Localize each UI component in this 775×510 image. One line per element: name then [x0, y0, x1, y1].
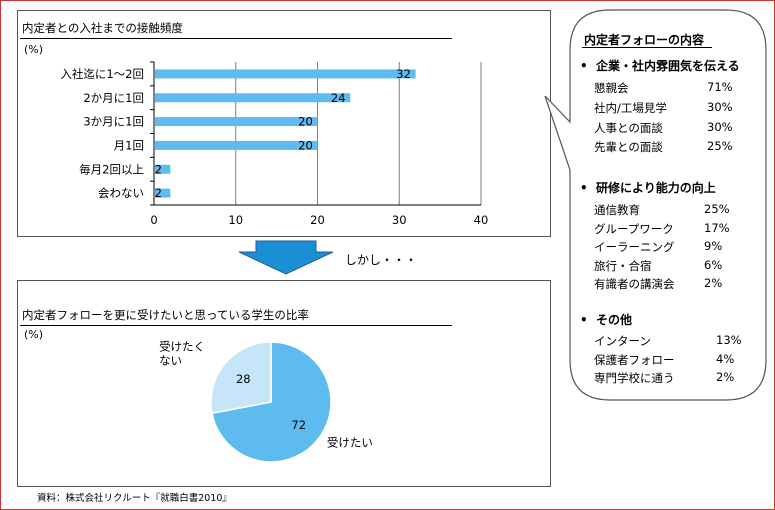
data-label: 32	[396, 67, 411, 81]
item-value: 9%	[704, 239, 723, 253]
pie-chart-unit: (%)	[24, 328, 44, 341]
callout-title-underline	[582, 47, 712, 48]
pie-category-label: 受けたくない	[159, 340, 205, 367]
bullet-icon: •	[580, 313, 588, 327]
bar-chart-unit: (%)	[24, 43, 44, 56]
pie-value-label: 72	[291, 418, 306, 432]
item-value: 4%	[716, 352, 735, 366]
bar-chart: 0 10 20 30 40 入社迄に1～2回 32 2か月に1回 24 3か月に1回 20 月1回 20…	[60, 61, 489, 227]
item-value: 25%	[707, 139, 733, 153]
x-tick-label: 30	[392, 213, 407, 227]
item-label: 通信教育	[594, 203, 640, 217]
bar-chart-title-underline	[20, 38, 452, 39]
bullet-icon: •	[580, 59, 588, 73]
item-label: 社内/工場見学	[594, 101, 667, 115]
item-value: 2%	[716, 370, 735, 384]
bar	[155, 140, 318, 150]
callout-title: 内定者フォローの内容	[584, 33, 705, 47]
bar	[155, 188, 171, 198]
x-tick-label: 0	[150, 213, 157, 227]
x-tick-label: 10	[228, 213, 243, 227]
y-tick-label: 3か月に1回	[83, 115, 144, 129]
x-tick-label: 20	[310, 213, 325, 227]
pie-category-label: 受けたい	[327, 436, 373, 450]
section-heading-label: その他	[596, 313, 633, 327]
item-value: 25%	[704, 202, 730, 216]
pie-chart-title: 内定者フォローを更に受けたいと思っている学生の比率	[22, 308, 309, 322]
x-tick-label: 40	[474, 213, 489, 227]
pie-chart-title-underline	[20, 325, 452, 326]
item-label: 旅行・合宿	[594, 259, 652, 273]
section-heading-atmosphere: • 企業・社内雰囲気を伝える	[580, 57, 740, 74]
item-label: 有識者の講演会	[594, 277, 675, 291]
bar-chart-title: 内定者との入社までの接触頻度	[22, 21, 183, 35]
item-label: 保護者フォロー	[594, 353, 675, 367]
bar	[155, 69, 416, 79]
item-label: グループワーク	[594, 222, 674, 236]
pie-slice	[210, 341, 272, 415]
item-label: 懇親会	[594, 81, 629, 95]
item-value: 17%	[704, 221, 730, 235]
item-label: 専門学校に通う	[594, 371, 675, 385]
pie-category-label-line: 受けたい	[327, 436, 373, 450]
item-label: 人事との面談	[594, 121, 663, 135]
data-label: 24	[331, 91, 346, 105]
item-value: 71%	[707, 80, 733, 94]
bar	[155, 93, 351, 103]
item-label: インターン	[594, 334, 651, 348]
data-label: 20	[298, 138, 313, 152]
bullet-icon: •	[580, 181, 588, 195]
y-tick-label: 月1回	[114, 138, 144, 152]
section-heading-training: • 研修により能力の向上	[580, 179, 716, 196]
arrow-caption: しかし・・・	[345, 253, 418, 267]
item-value: 2%	[704, 276, 723, 290]
data-label: 2	[155, 186, 162, 200]
down-arrow-icon	[238, 240, 334, 275]
item-value: 13%	[716, 333, 742, 347]
item-value: 30%	[707, 100, 733, 114]
pie-category-label-line: ない	[159, 353, 182, 367]
item-label: イーラーニング	[594, 240, 675, 254]
pie-category-label-line: 受けたく	[159, 340, 205, 353]
y-tick-label: 毎月2回以上	[79, 162, 144, 176]
y-tick-label: 会わない	[98, 186, 144, 200]
section-heading-label: 研修により能力の向上	[596, 181, 716, 195]
item-label: 先輩との面談	[594, 140, 663, 154]
section-heading-label: 企業・社内雰囲気を伝える	[596, 59, 740, 73]
source-note: 資料：株式会社リクルート『就職白書2010』	[37, 493, 232, 504]
pie-chart: 72 28 受けたい 受けたくない	[159, 340, 373, 463]
data-label: 2	[155, 162, 162, 176]
y-tick-label: 2か月に1回	[83, 91, 144, 105]
y-tick-label: 入社迄に1～2回	[60, 67, 144, 81]
bar-chart-panel	[17, 10, 551, 237]
item-value: 30%	[707, 120, 733, 134]
item-value: 6%	[704, 258, 723, 272]
bar	[155, 117, 318, 127]
bar	[155, 164, 171, 174]
data-label: 20	[298, 115, 313, 129]
pie-value-label: 28	[236, 372, 251, 386]
section-heading-other: • その他	[580, 311, 632, 328]
